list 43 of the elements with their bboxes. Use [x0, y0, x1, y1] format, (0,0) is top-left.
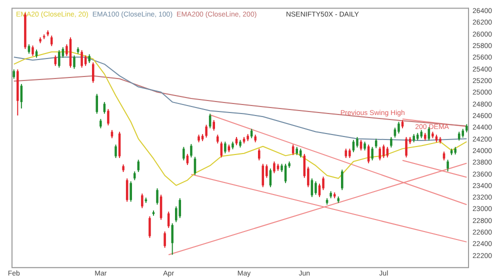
candlestick	[156, 188, 158, 206]
candlestick	[32, 45, 34, 56]
candlestick	[92, 62, 94, 84]
candlestick	[164, 230, 166, 248]
candlestick	[348, 148, 351, 159]
candlestick	[107, 108, 110, 126]
candlestick	[212, 120, 215, 132]
candlestick	[446, 159, 449, 172]
candlestick	[80, 50, 83, 68]
candlestick	[148, 216, 151, 238]
candlestick	[405, 136, 408, 158]
candlestick	[258, 148, 260, 161]
candlestick	[284, 163, 287, 184]
candlestick	[356, 136, 358, 148]
candlestick	[186, 153, 189, 166]
candlestick	[141, 193, 144, 209]
candlestick	[12, 68, 16, 80]
candlestick	[398, 121, 400, 134]
candlestick	[100, 118, 102, 129]
candlestick	[352, 139, 355, 153]
candlestick	[374, 138, 378, 149]
candlestick	[130, 180, 132, 202]
candlestick	[344, 148, 348, 159]
candlestick	[171, 222, 174, 256]
candlestick	[273, 161, 276, 174]
candlestick	[137, 159, 140, 172]
candlestick	[341, 169, 344, 191]
candlestick	[224, 141, 226, 154]
candlestick	[58, 50, 60, 68]
candlestick	[390, 136, 392, 148]
candlestick	[205, 124, 208, 138]
candlestick	[28, 44, 30, 54]
candlestick	[182, 146, 185, 161]
candlestick	[250, 128, 253, 139]
candlestick	[114, 144, 117, 159]
candlestick	[73, 54, 76, 70]
candlestick	[394, 127, 396, 138]
candlestick	[382, 144, 385, 159]
candlestick	[190, 144, 192, 158]
candlestick	[310, 178, 314, 198]
candlestick	[314, 180, 317, 196]
candlestick	[378, 146, 381, 161]
candlestick	[371, 146, 374, 161]
